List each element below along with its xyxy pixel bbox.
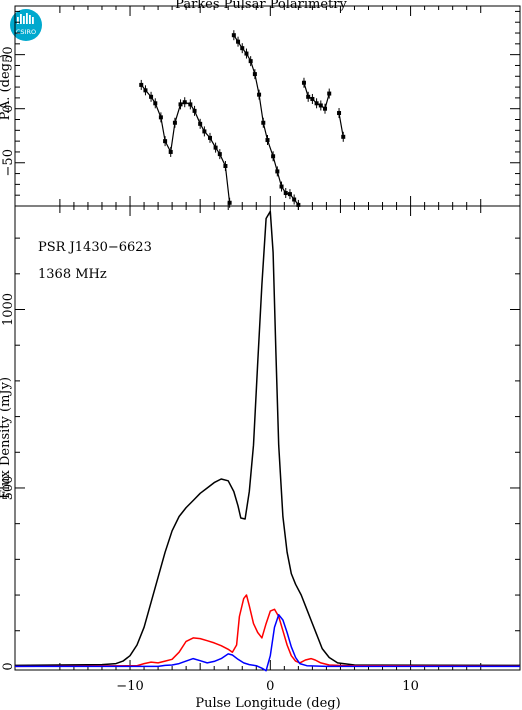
pa-frame <box>14 5 521 207</box>
x-tick-label: −10 <box>116 679 143 694</box>
pa-point <box>318 103 323 108</box>
x-tick-label: 10 <box>402 679 419 694</box>
pa-point <box>188 102 193 107</box>
pa-point <box>341 134 346 139</box>
logo-text: CSIRO <box>16 28 36 36</box>
pa-point <box>271 154 276 159</box>
pa-point <box>310 96 315 101</box>
pa-point <box>252 72 257 77</box>
pa-point <box>213 145 218 150</box>
circular-polarization-line <box>15 613 520 672</box>
pa-point <box>337 111 342 116</box>
x-tick-label: 0 <box>266 679 274 694</box>
y-tick-label: 50 <box>1 46 16 63</box>
pa-point <box>275 169 280 174</box>
flux-frame <box>14 205 521 671</box>
pa-point <box>248 59 253 64</box>
pa-point <box>143 88 148 93</box>
pa-point <box>153 101 158 106</box>
pa-point <box>178 102 183 107</box>
x-axis-label: Pulse Longitude (deg) <box>195 696 340 710</box>
pa-point <box>301 80 306 85</box>
pa-point <box>283 191 288 196</box>
pa-point <box>217 152 222 157</box>
psr-name-annotation: PSR J1430−6623 <box>38 240 152 255</box>
y-tick-label: 0 <box>1 662 16 670</box>
pa-point <box>168 149 173 154</box>
pa-point <box>192 108 197 113</box>
pa-axis-label: P.A. (deg.) <box>0 54 13 121</box>
pa-point <box>323 106 328 111</box>
pa-point <box>287 192 292 197</box>
y-tick-label: 0 <box>1 105 16 113</box>
y-tick-label: −50 <box>1 149 16 176</box>
pa-point <box>244 51 249 56</box>
pa-point <box>139 82 144 87</box>
y-tick-label: 500 <box>1 476 16 501</box>
total-intensity-line <box>14 210 521 667</box>
pa-point <box>163 139 168 144</box>
pa-panel: 50 0 −50 P.A. (deg.) <box>0 5 521 210</box>
pa-point <box>314 101 319 106</box>
y-tick-label: 1000 <box>1 293 16 326</box>
pa-point <box>279 184 284 189</box>
pa-point <box>296 202 301 207</box>
pa-point <box>257 92 262 97</box>
pa-point <box>261 120 266 125</box>
pa-point <box>182 100 187 105</box>
pa-point <box>202 129 207 134</box>
linear-polarization-line <box>14 594 521 668</box>
pa-point <box>223 164 228 168</box>
pa-point <box>236 39 241 44</box>
pa-point <box>306 94 311 99</box>
pa-point <box>207 135 212 140</box>
pa-point <box>149 94 154 99</box>
pa-segment <box>338 112 344 137</box>
pa-point <box>172 120 177 125</box>
pa-point <box>240 46 245 51</box>
flux-axis-label: Flux Density (mJy) <box>0 377 13 499</box>
pa-point <box>198 121 203 126</box>
pa-point <box>231 33 236 38</box>
pa-segment <box>233 34 299 206</box>
pa-point <box>292 197 297 202</box>
frequency-annotation: 1368 MHz <box>38 267 107 282</box>
pa-point <box>227 200 232 205</box>
flux-panel: −10 0 10 Pulse Longitude (deg) 0 500 1000 Flux … <box>0 205 521 710</box>
pa-point <box>158 115 163 120</box>
pa-point <box>265 138 270 143</box>
pa-point <box>327 91 332 96</box>
